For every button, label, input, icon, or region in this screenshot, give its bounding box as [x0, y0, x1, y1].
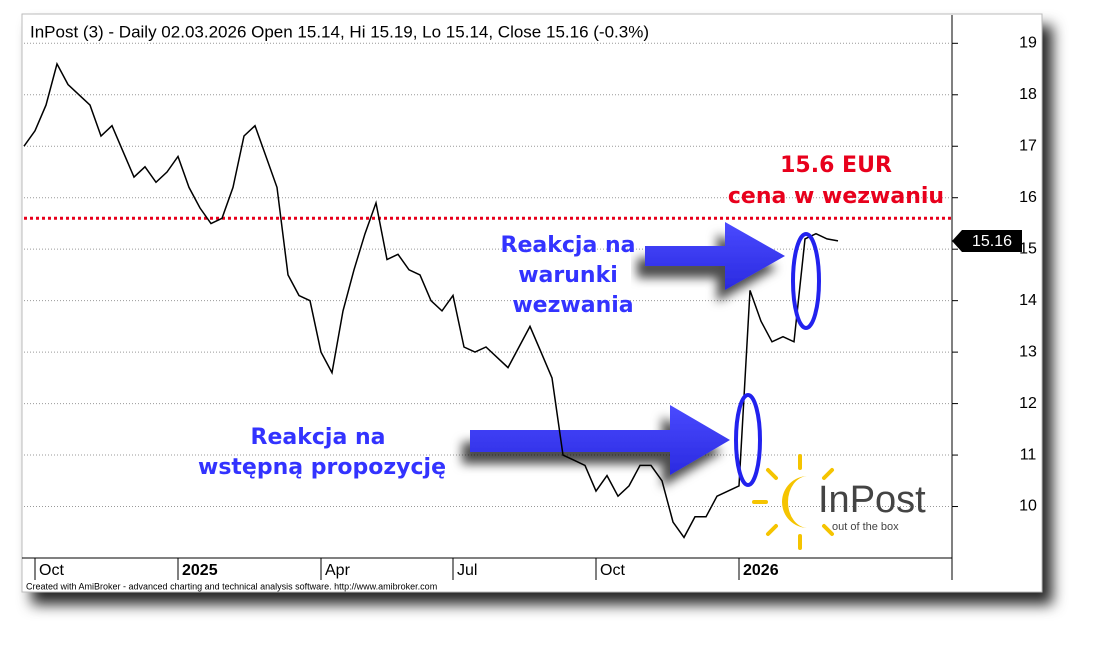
annotation: wstępną propozycję	[198, 455, 446, 480]
arrows	[470, 222, 785, 475]
chart-title: InPost (3) - Daily 02.03.2026 Open 15.14…	[30, 22, 649, 41]
annotation: Reakcja na	[251, 425, 386, 450]
y-tick-label: 11	[1020, 446, 1037, 463]
logo-tagline: out of the box	[832, 521, 899, 533]
x-tick-label: 2025	[182, 562, 218, 579]
x-tick-label: Oct	[600, 562, 625, 579]
y-tick-label: 16	[1019, 189, 1037, 206]
logo-name: InPost	[818, 479, 926, 521]
y-tick-label: 13	[1019, 343, 1037, 360]
y-tick-label: 14	[1019, 292, 1037, 309]
logo: InPost out of the box	[752, 454, 926, 550]
x-tick-label: Apr	[325, 562, 351, 579]
y-tick-label: 18	[1019, 86, 1037, 103]
annotation: cena w wezwaniu	[728, 184, 944, 209]
x-tick-label: Jul	[457, 562, 477, 579]
last-price-badge	[952, 229, 1022, 252]
annotation: warunki	[518, 263, 618, 288]
x-tick-label: 2026	[743, 562, 779, 579]
annotation: 15.6 EUR	[780, 153, 892, 178]
frame	[21, 13, 1043, 593]
plot: 15.16	[23, 61, 1022, 539]
annotation: wezwania	[512, 293, 633, 318]
highlight	[734, 393, 762, 487]
price-line	[23, 61, 839, 539]
arrow	[645, 222, 785, 290]
last-price-label: 15.16	[972, 233, 1012, 250]
y-tick-label: 10	[1019, 498, 1037, 515]
annotation: Reakcja na	[501, 233, 636, 258]
footer: Created with AmiBroker - advanced charti…	[26, 581, 437, 591]
grid: 10 11 12 13 14 15 16 17 18 19 Oct 2025 Apr Jul Oct 2026	[22, 15, 1037, 580]
y-tick-label: 19	[1019, 35, 1037, 52]
arrow	[470, 405, 730, 475]
x-tick-label: Oct	[39, 562, 64, 579]
y-tick-label: 15	[1019, 240, 1037, 257]
highlight	[791, 232, 821, 330]
y-tick-label: 17	[1019, 137, 1037, 154]
y-tick-label: 12	[1019, 395, 1037, 412]
